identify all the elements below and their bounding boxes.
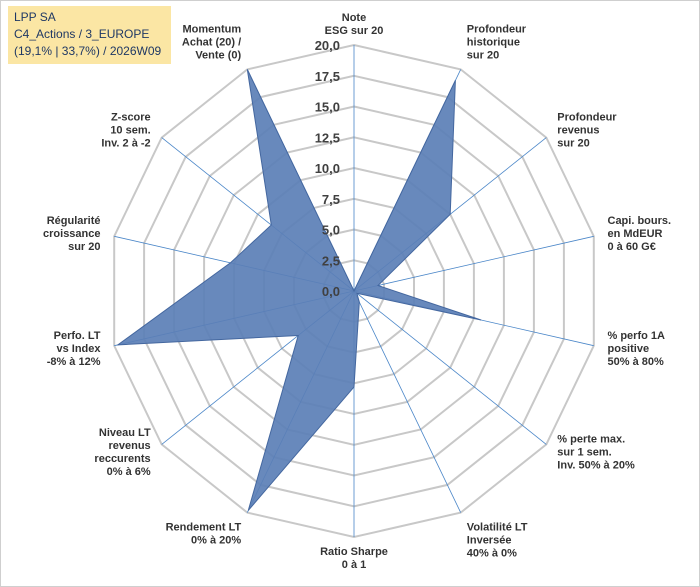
- axis-label-13-line-0: Momentum: [183, 23, 242, 35]
- tick-label-8: 20,0: [315, 38, 340, 53]
- axis-label-11-line-2: sur 20: [68, 241, 100, 253]
- tick-label-0: 0,0: [322, 284, 340, 299]
- area-layer: [116, 69, 482, 511]
- tick-label-7: 17,5: [315, 69, 340, 84]
- axis-label-2-line-2: sur 20: [557, 138, 589, 150]
- label-layer: Note ESG sur 20 Profondeur historique sur 20…: [43, 12, 671, 571]
- axis-label-0: Note ESG sur 20: [325, 12, 384, 37]
- axis-label-3-line-1: en MdEUR: [608, 228, 663, 240]
- axis-label-12: Z-score 10 sem. Inv. 2 à -2: [101, 112, 150, 150]
- axis-label-11: Régularité croissance sur 20: [43, 215, 100, 253]
- axis-label-0-line-0: Note: [342, 12, 366, 24]
- tick-label-3: 7,5: [322, 192, 340, 207]
- axis-label-1-line-2: sur 20: [467, 49, 499, 61]
- axis-label-5: % perte max. sur 1 sem. Inv. 50% à 20%: [557, 433, 635, 471]
- axis-label-6: Volatilité LT Inversée 40% à 0%: [467, 522, 528, 560]
- tick-label-6: 15,0: [315, 100, 340, 115]
- axis-label-9-line-1: revenus: [108, 440, 150, 452]
- tick-label-1: 2,5: [322, 253, 340, 268]
- tick-label-4: 10,0: [315, 161, 340, 176]
- axis-label-12-line-1: 10 sem.: [110, 125, 150, 137]
- axis-label-8-line-0: Rendement LT: [166, 522, 242, 534]
- axis-label-3-line-0: Capi. bours.: [608, 215, 672, 227]
- category-line: C4_Actions / 3_EUROPE: [14, 27, 150, 41]
- axis-label-4-line-1: positive: [608, 343, 650, 355]
- axis-label-8: Rendement LT 0% à 20%: [166, 522, 242, 547]
- axis-label-7-line-1: 0 à 1: [342, 559, 366, 571]
- axis-label-10-line-1: vs Index: [56, 343, 101, 355]
- axis-label-6-line-0: Volatilité LT: [467, 522, 528, 534]
- axis-label-5-line-2: Inv. 50% à 20%: [557, 459, 635, 471]
- axis-label-4: % perfo 1A positive 50% à 80%: [608, 330, 666, 368]
- axis-label-6-line-1: Inversée: [467, 535, 512, 547]
- axis-label-10-line-2: -8% à 12%: [47, 356, 101, 368]
- axis-label-9: Niveau LT revenus reccurents 0% à 6%: [94, 427, 151, 478]
- axis-label-11-line-1: croissance: [43, 228, 100, 240]
- axis-label-1-line-0: Profondeur: [467, 23, 527, 35]
- title-box: LPP SA C4_Actions / 3_EUROPE (19,1% | 33…: [8, 6, 171, 64]
- axis-spoke-5: [353, 290, 547, 445]
- axis-label-2-line-0: Profondeur: [557, 112, 617, 124]
- axis-spoke-6: [353, 290, 462, 513]
- axis-label-5-line-1: sur 1 sem.: [557, 446, 611, 458]
- axis-label-6-line-2: 40% à 0%: [467, 548, 517, 560]
- axis-label-13-line-1: Achat (20) /: [182, 36, 241, 48]
- axis-label-7: Ratio Sharpe 0 à 1: [320, 546, 388, 571]
- axis-label-2: Profondeur revenus sur 20: [557, 112, 617, 150]
- axis-label-13-line-2: Vente (0): [195, 49, 241, 61]
- axis-label-9-line-0: Niveau LT: [99, 427, 151, 439]
- stats-line: (19,1% | 33,7%) / 2026W09: [14, 44, 162, 58]
- axis-label-4-line-0: % perfo 1A: [608, 330, 666, 342]
- company-name: LPP SA: [14, 10, 56, 24]
- axis-label-11-line-0: Régularité: [47, 215, 101, 227]
- axis-label-0-line-1: ESG sur 20: [325, 25, 384, 37]
- tick-label-5: 12,5: [315, 130, 340, 145]
- axis-label-7-line-0: Ratio Sharpe: [320, 546, 388, 558]
- axis-label-5-line-0: % perte max.: [557, 433, 625, 445]
- axis-label-3-line-2: 0 à 60 G€: [608, 241, 656, 253]
- tick-label-2: 5,0: [322, 223, 340, 238]
- axis-label-10-line-0: Perfo. LT: [54, 330, 101, 342]
- axis-label-4-line-2: 50% à 80%: [608, 356, 664, 368]
- axis-label-9-line-3: 0% à 6%: [107, 466, 151, 478]
- axis-label-1-line-1: historique: [467, 36, 520, 48]
- axis-label-8-line-1: 0% à 20%: [191, 535, 241, 547]
- axis-label-13: Momentum Achat (20) / Vente (0): [182, 23, 242, 61]
- axis-label-12-line-0: Z-score: [111, 112, 151, 124]
- axis-label-12-line-2: Inv. 2 à -2: [101, 138, 150, 150]
- axis-spoke-3: [353, 235, 594, 292]
- tick-layer: 0,0 2,5 5,0 7,5 10,0 12,5 15,0 17,5 20,0: [315, 38, 340, 299]
- axis-label-1: Profondeur historique sur 20: [467, 23, 527, 61]
- axis-label-3: Capi. bours. en MdEUR 0 à 60 G€: [608, 215, 672, 253]
- axis-label-10: Perfo. LT vs Index -8% à 12%: [47, 330, 102, 368]
- data-area: [116, 69, 482, 511]
- axis-label-2-line-1: revenus: [557, 125, 599, 137]
- axis-label-9-line-2: reccurents: [94, 453, 150, 465]
